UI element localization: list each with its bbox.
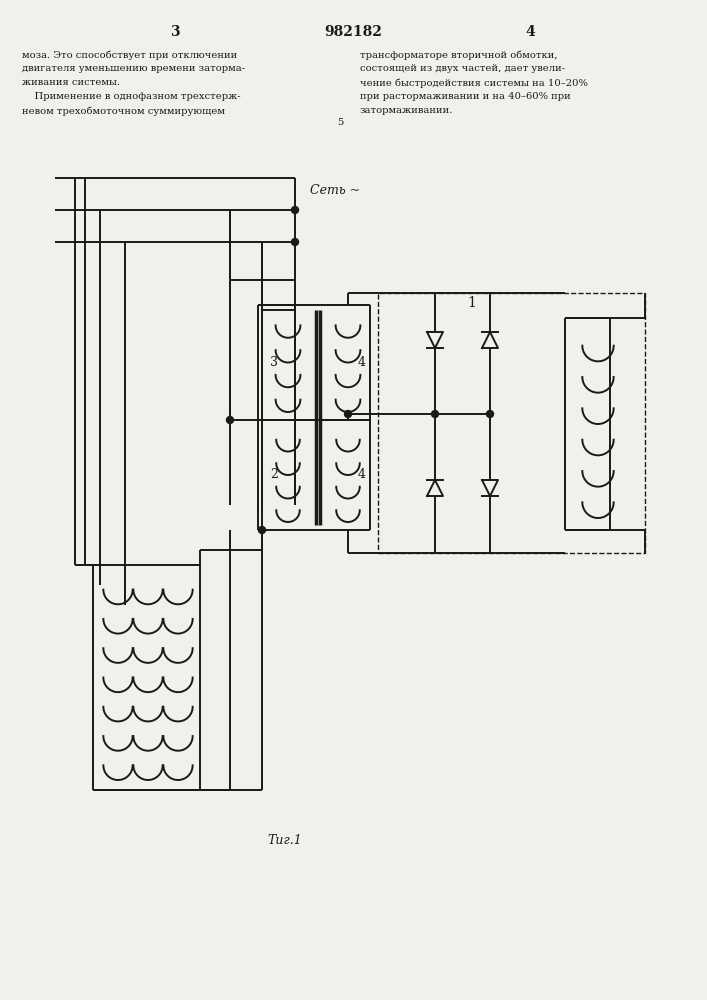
Circle shape — [291, 207, 298, 214]
Text: состоящей из двух частей, дает увели-: состоящей из двух частей, дает увели- — [360, 64, 565, 73]
Circle shape — [431, 410, 438, 418]
Text: 3: 3 — [270, 356, 278, 369]
Text: 5: 5 — [337, 118, 343, 127]
Text: при растормаживании и на 40–60% при: при растормаживании и на 40–60% при — [360, 92, 571, 101]
Text: 4: 4 — [358, 468, 366, 482]
Text: 4: 4 — [525, 25, 535, 39]
Text: моза. Это способствует при отключении: моза. Это способствует при отключении — [22, 50, 238, 60]
Text: 3: 3 — [170, 25, 180, 39]
Circle shape — [344, 410, 351, 418]
Text: 1: 1 — [467, 296, 476, 310]
Text: невом трехобмоточном суммирующем: невом трехобмоточном суммирующем — [22, 106, 225, 115]
Circle shape — [291, 238, 298, 245]
Text: 982182: 982182 — [324, 25, 382, 39]
Text: Сеть ~: Сеть ~ — [310, 184, 360, 196]
Text: Применение в однофазном трехстерж-: Применение в однофазном трехстерж- — [22, 92, 240, 101]
Bar — [378, 293, 645, 553]
Text: трансформаторе вторичной обмотки,: трансформаторе вторичной обмотки, — [360, 50, 558, 60]
Text: Τиг.1: Τиг.1 — [268, 834, 303, 846]
Text: 4: 4 — [358, 356, 366, 369]
Text: затормаживании.: затормаживании. — [360, 106, 453, 115]
Text: чение быстродействия системы на 10–20%: чение быстродействия системы на 10–20% — [360, 78, 588, 88]
Text: живания системы.: живания системы. — [22, 78, 120, 87]
Text: 2: 2 — [270, 468, 278, 482]
Circle shape — [226, 416, 233, 424]
Text: двигателя уменьшению времени заторма-: двигателя уменьшению времени заторма- — [22, 64, 245, 73]
Circle shape — [486, 410, 493, 418]
Circle shape — [259, 526, 266, 534]
